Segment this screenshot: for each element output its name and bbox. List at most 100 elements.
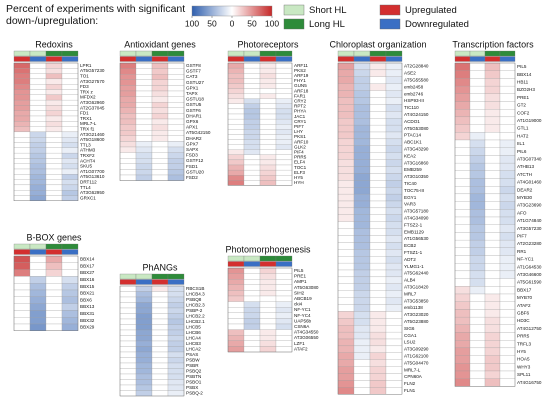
gene-label: GSTF8 <box>186 63 201 68</box>
heatmap-cell <box>353 387 371 395</box>
gene-label: PRR5 <box>294 155 307 160</box>
header-condition <box>259 50 277 57</box>
heatmap-cell <box>385 304 403 312</box>
heatmap-cell <box>29 276 47 284</box>
heatmap-cell <box>353 338 371 347</box>
header-condition <box>469 50 486 57</box>
heatmap-cell <box>369 242 387 250</box>
heatmap-cell <box>469 116 486 125</box>
heatmap-cell <box>499 224 516 233</box>
heatmap-cell <box>469 232 486 241</box>
heatmap-cell <box>469 263 486 272</box>
gene-label: TAPX <box>186 91 198 96</box>
heatmap-cell <box>135 174 153 181</box>
header-direction <box>119 56 137 62</box>
gene-label: CRY1 <box>294 119 307 124</box>
heatmap-cell <box>454 162 471 171</box>
heatmap-cell <box>275 83 293 89</box>
heatmap-cell <box>135 373 153 380</box>
heatmap-cell <box>369 214 387 222</box>
heatmap-cell <box>469 178 486 187</box>
heatmap-cell <box>151 174 169 181</box>
heatmap-cell <box>454 263 471 272</box>
gene-label: PSBQ-2 <box>186 390 203 395</box>
heatmap-cell <box>227 312 245 319</box>
header-direction <box>243 56 261 62</box>
heatmap-cell <box>119 362 137 369</box>
gene-label: LSU2 <box>404 340 416 345</box>
heatmap-cell <box>369 331 387 340</box>
colorbar-tick-label: 100 <box>185 18 199 28</box>
legend-swatch <box>283 4 305 16</box>
heatmap-cell <box>454 309 471 318</box>
heatmap-cell <box>337 262 355 271</box>
heatmap-cell <box>243 98 261 104</box>
heatmap-cell <box>484 340 501 349</box>
heatmap-cell <box>135 340 153 347</box>
heatmap-cell <box>135 90 153 97</box>
heatmap-cell <box>369 338 387 347</box>
heatmap-cell <box>259 134 277 140</box>
heatmap-cell <box>499 247 516 256</box>
panel-title: Photomorphogenesis <box>225 244 311 254</box>
heatmap-cell <box>499 263 516 272</box>
heatmap-cell <box>119 285 137 292</box>
header-condition <box>227 255 245 262</box>
gene-label: LHCB2.1 <box>186 319 205 324</box>
heatmap-cell <box>454 239 471 248</box>
heatmap-cell <box>243 154 261 161</box>
heatmap-cell <box>13 283 31 291</box>
heatmap-cell <box>227 284 245 291</box>
heatmap-cell <box>13 115 31 122</box>
header-condition <box>13 50 31 57</box>
heatmap-cell <box>61 62 79 69</box>
heatmap-cell <box>227 175 245 181</box>
gene-label: FSD2 <box>186 175 198 180</box>
heatmap-cell <box>484 286 501 295</box>
gene-label: DRT112 <box>80 179 97 184</box>
gene-label: PRE1 <box>517 95 529 100</box>
heatmap-cell <box>151 74 169 80</box>
heatmap-cell <box>454 247 471 256</box>
heatmap-cell <box>369 297 387 305</box>
gene-label: TRX f1 <box>80 126 95 131</box>
header-condition <box>243 255 261 262</box>
heatmap-cell <box>13 68 31 74</box>
heatmap-cell <box>135 152 153 159</box>
gene-label: BBX15 <box>80 284 95 289</box>
heatmap-cell <box>61 115 79 122</box>
gene-label: GSTU5 <box>186 102 202 107</box>
header-condition <box>45 50 63 57</box>
heatmap-cell <box>353 304 371 312</box>
heatmap-cell <box>243 83 261 89</box>
heatmap-cell <box>385 138 403 146</box>
heatmap-cell <box>499 70 516 79</box>
heatmap-cell <box>135 335 153 342</box>
heatmap-cell <box>275 118 293 125</box>
gene-label: AT4G34550 <box>294 330 319 335</box>
heatmap-cell <box>227 164 245 171</box>
heatmap-cell <box>61 303 79 311</box>
gene-label: AT4G24150 <box>404 112 429 117</box>
heatmap-cell <box>369 90 387 98</box>
heatmap-cell <box>61 84 79 90</box>
heatmap-cell <box>119 373 137 380</box>
heatmap-cell <box>385 325 403 333</box>
heatmap-cell <box>45 289 63 297</box>
heatmap-cell <box>29 269 47 277</box>
gene-label: FTSZ1-1 <box>404 250 423 255</box>
heatmap-cell <box>135 62 153 69</box>
gene-label: ARF10 <box>294 139 309 144</box>
heatmap-cell <box>29 179 47 186</box>
heatmap-cell <box>259 346 277 353</box>
heatmap-cell <box>119 357 137 364</box>
heatmap-cell <box>454 101 471 110</box>
heatmap-cell <box>499 85 516 94</box>
heatmap-cell <box>499 378 516 387</box>
heatmap-cell <box>167 102 185 108</box>
heatmap-cell <box>454 78 471 87</box>
heatmap-cell <box>469 170 486 179</box>
heatmap-cell <box>243 73 261 79</box>
heatmap-cell <box>469 132 486 141</box>
header-condition <box>275 50 293 57</box>
